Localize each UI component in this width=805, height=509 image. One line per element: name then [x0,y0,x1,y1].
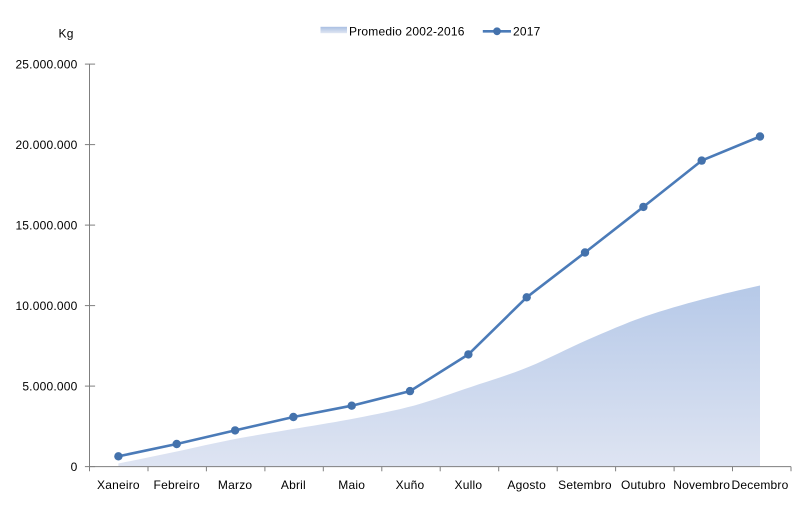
svg-text:Xullo: Xullo [455,478,483,492]
svg-text:Febreiro: Febreiro [154,478,200,492]
svg-text:Kg: Kg [59,27,74,41]
svg-text:Outubro: Outubro [621,478,666,492]
svg-text:Setembro: Setembro [558,478,612,492]
svg-text:Marzo: Marzo [218,478,252,492]
svg-text:Xuño: Xuño [396,478,425,492]
svg-text:Agosto: Agosto [507,478,546,492]
svg-text:Maio: Maio [338,478,365,492]
svg-text:20.000.000: 20.000.000 [15,138,77,152]
svg-text:Novembro: Novembro [673,478,730,492]
svg-text:Decembro: Decembro [732,478,789,492]
svg-text:Promedio 2002-2016: Promedio 2002-2016 [349,25,465,39]
svg-text:0: 0 [71,460,78,474]
svg-text:25.000.000: 25.000.000 [15,57,77,71]
svg-text:15.000.000: 15.000.000 [15,218,77,232]
svg-text:10.000.000: 10.000.000 [15,299,77,313]
svg-text:2017: 2017 [513,25,541,39]
svg-text:5.000.000: 5.000.000 [22,379,77,393]
svg-text:Xaneiro: Xaneiro [97,478,140,492]
svg-text:Abril: Abril [281,478,306,492]
